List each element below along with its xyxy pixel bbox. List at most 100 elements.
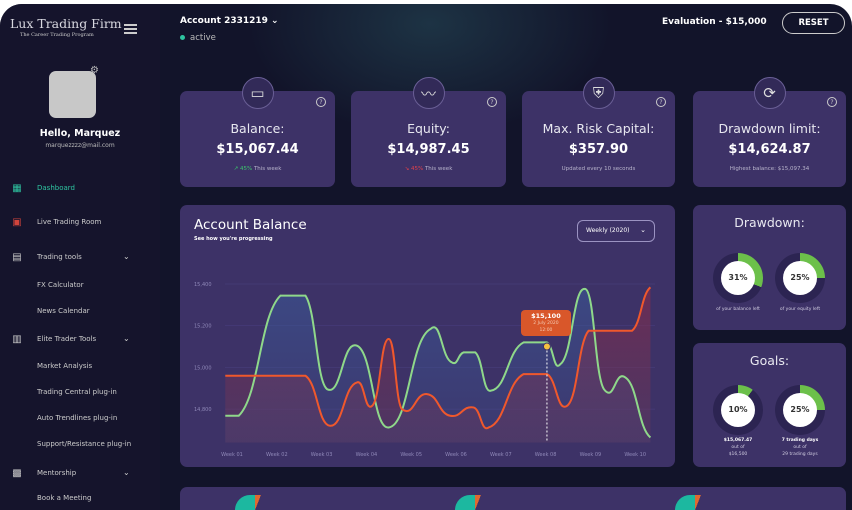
sidebar-subitem-support-resistance[interactable]: Support/Resistance plug-in (37, 440, 132, 448)
sidebar-subitem-auto-trendlines[interactable]: Auto Trendlines plug-in (37, 414, 118, 422)
goal-line3: $16,500 (728, 452, 748, 457)
shield-icon: ⛨ (582, 77, 615, 109)
sidebar-subitem-fx-calculator[interactable]: FX Calculator (37, 281, 84, 289)
greeting: Hello, Marquez (39, 128, 121, 139)
gear-icon[interactable]: ⚙ (90, 65, 99, 76)
sidebar-item-dashboard[interactable]: ▦ Dashboard (0, 183, 160, 195)
period-select[interactable]: Weekly (2020) ⌄ (577, 220, 655, 242)
chevron-down-icon: ⌄ (271, 16, 279, 26)
goal-caption: 7 trading days out of 29 trading days (768, 437, 832, 458)
sidebar-item-trading-tools[interactable]: ▤ Trading tools ⌄ (0, 252, 160, 264)
x-tick-label: Week 01 (221, 452, 243, 458)
help-icon[interactable]: ? (316, 97, 326, 107)
stat-card-balance: ▭? Balance: $15,067.44 ↗ 45% This week (180, 77, 335, 187)
goal-line1: 7 trading days (781, 438, 819, 443)
drawdown-title: Drawdown: (734, 215, 805, 230)
stat-value: $15,067.44 (216, 142, 299, 157)
goals-title: Goals: (749, 353, 790, 368)
logo[interactable]: Lux Trading Firm The Career Trading Progr… (10, 16, 122, 38)
chevron-down-icon: ⌄ (123, 468, 130, 477)
x-tick-label: Week 05 (400, 452, 422, 458)
sidebar-item-label: Dashboard (37, 184, 75, 192)
tooltip-value: $15,100 (531, 311, 561, 320)
drawdown-equity-donut: 25% (775, 253, 825, 303)
series-line-balance[interactable] (225, 288, 652, 439)
account-number: Account 2331219 (180, 16, 268, 26)
help-icon[interactable]: ? (487, 97, 497, 107)
donut-label: 10% (721, 393, 755, 427)
stat-card-equity: 〰? Equity: $14,987.45 ↘ 45% This week (351, 77, 506, 187)
avatar[interactable] (49, 71, 96, 118)
stat-title: Equity: (407, 121, 450, 136)
x-tick-label: Week 02 (266, 452, 288, 458)
stat-note-text: This week (253, 166, 282, 172)
x-tick-label: Week 03 (311, 452, 333, 458)
tooltip-point[interactable] (542, 342, 551, 351)
pie-chart-icon (675, 495, 715, 510)
wallet-icon: ▭ (241, 77, 274, 109)
series-line-equity[interactable] (225, 286, 652, 430)
account-balance-chart[interactable]: 15,400 15,200 15,000 14,800 Week 01 Week 02 We… (180, 205, 675, 467)
status-text: active (190, 33, 216, 43)
chart-title: Account Balance (194, 217, 307, 233)
chevron-down-icon: ⌄ (123, 334, 130, 343)
y-tick-label: 15,000 (194, 365, 212, 371)
sidebar-subitem-news-calendar[interactable]: News Calendar (37, 307, 90, 315)
goal-balance-donut: 10% (713, 385, 763, 435)
drawdown-card: Drawdown: 31% 25% of your balance left o… (693, 205, 846, 330)
refresh-dollar-icon: ⟳ (753, 77, 786, 109)
account-selector[interactable]: Account 2331219 ⌄ (180, 16, 279, 26)
sidebar-item-mentorship[interactable]: ▩ Mentorship ⌄ (0, 468, 160, 480)
stat-title: Max. Risk Capital: (542, 121, 655, 136)
x-tick-label: Week 09 (580, 452, 602, 458)
elite-tools-icon: ▥ (12, 334, 22, 345)
sidebar-item-live-trading-room[interactable]: ▣ Live Trading Room (0, 217, 160, 229)
user-email: marquezzzz@mail.com (45, 142, 115, 149)
goal-line2: out of (793, 445, 807, 450)
sidebar-item-label: Elite Trader Tools (37, 335, 97, 343)
help-icon[interactable]: ? (827, 97, 837, 107)
stat-note: ↘ 45% This week (351, 166, 506, 172)
goal-days-donut: 25% (775, 385, 825, 435)
stat-pct: 45% (239, 166, 253, 172)
goals-card: Goals: 10% 25% $15,067.47 out of $16,500 7… (693, 343, 846, 467)
goal-line1: $15,067.47 (723, 438, 753, 443)
sidebar-subitem-market-analysis[interactable]: Market Analysis (37, 362, 93, 370)
sidebar: Lux Trading Firm The Career Trading Progr… (0, 4, 160, 510)
chart-subtitle: See how you're progressing (194, 236, 273, 242)
stat-note: Updated every 10 seconds (561, 166, 636, 172)
x-tick-label: Week 10 (624, 452, 646, 458)
x-tick-label: Week 04 (356, 452, 378, 458)
logo-subtitle: The Career Trading Program (20, 32, 94, 38)
pie-chart-icon (235, 495, 275, 510)
period-value: Weekly (2020) (586, 227, 630, 234)
stat-value: $14,987.45 (387, 142, 470, 157)
goal-line3: 29 trading days (782, 452, 818, 457)
stat-pct: 45% (410, 166, 424, 172)
sidebar-subitem-book-meeting[interactable]: Book a Meeting (37, 494, 92, 502)
x-tick-label: Week 08 (535, 452, 557, 458)
stat-note-text: This week (424, 166, 453, 172)
app: Lux Trading Firm The Career Trading Progr… (0, 4, 852, 510)
account-status: active (180, 33, 216, 43)
hamburger-menu-icon[interactable] (124, 24, 137, 34)
chevron-down-icon: ⌄ (640, 226, 646, 234)
sidebar-item-label: Trading tools (37, 253, 82, 261)
chevron-down-icon: ⌄ (123, 252, 130, 261)
status-dot-icon (180, 35, 185, 40)
drawdown-balance-donut: 31% (713, 253, 763, 303)
stat-value: $357.90 (568, 142, 629, 157)
donut-caption: of your equity left (779, 307, 821, 312)
evaluation-label: Evaluation - $15,000 (662, 17, 767, 27)
x-tick-label: Week 07 (490, 452, 512, 458)
sidebar-subitem-trading-central[interactable]: Trading Central plug-in (37, 388, 117, 396)
stat-title: Drawdown limit: (718, 121, 821, 136)
sidebar-item-label: Live Trading Room (37, 218, 102, 226)
sidebar-item-elite-trader-tools[interactable]: ▥ Elite Trader Tools ⌄ (0, 334, 160, 346)
reset-button[interactable]: RESET (782, 12, 845, 34)
tooltip-time: 12:00 (539, 327, 553, 333)
pulse-icon: 〰 (412, 77, 445, 109)
help-icon[interactable]: ? (656, 97, 666, 107)
live-room-icon: ▣ (12, 217, 22, 228)
donut-label: 25% (783, 261, 817, 295)
